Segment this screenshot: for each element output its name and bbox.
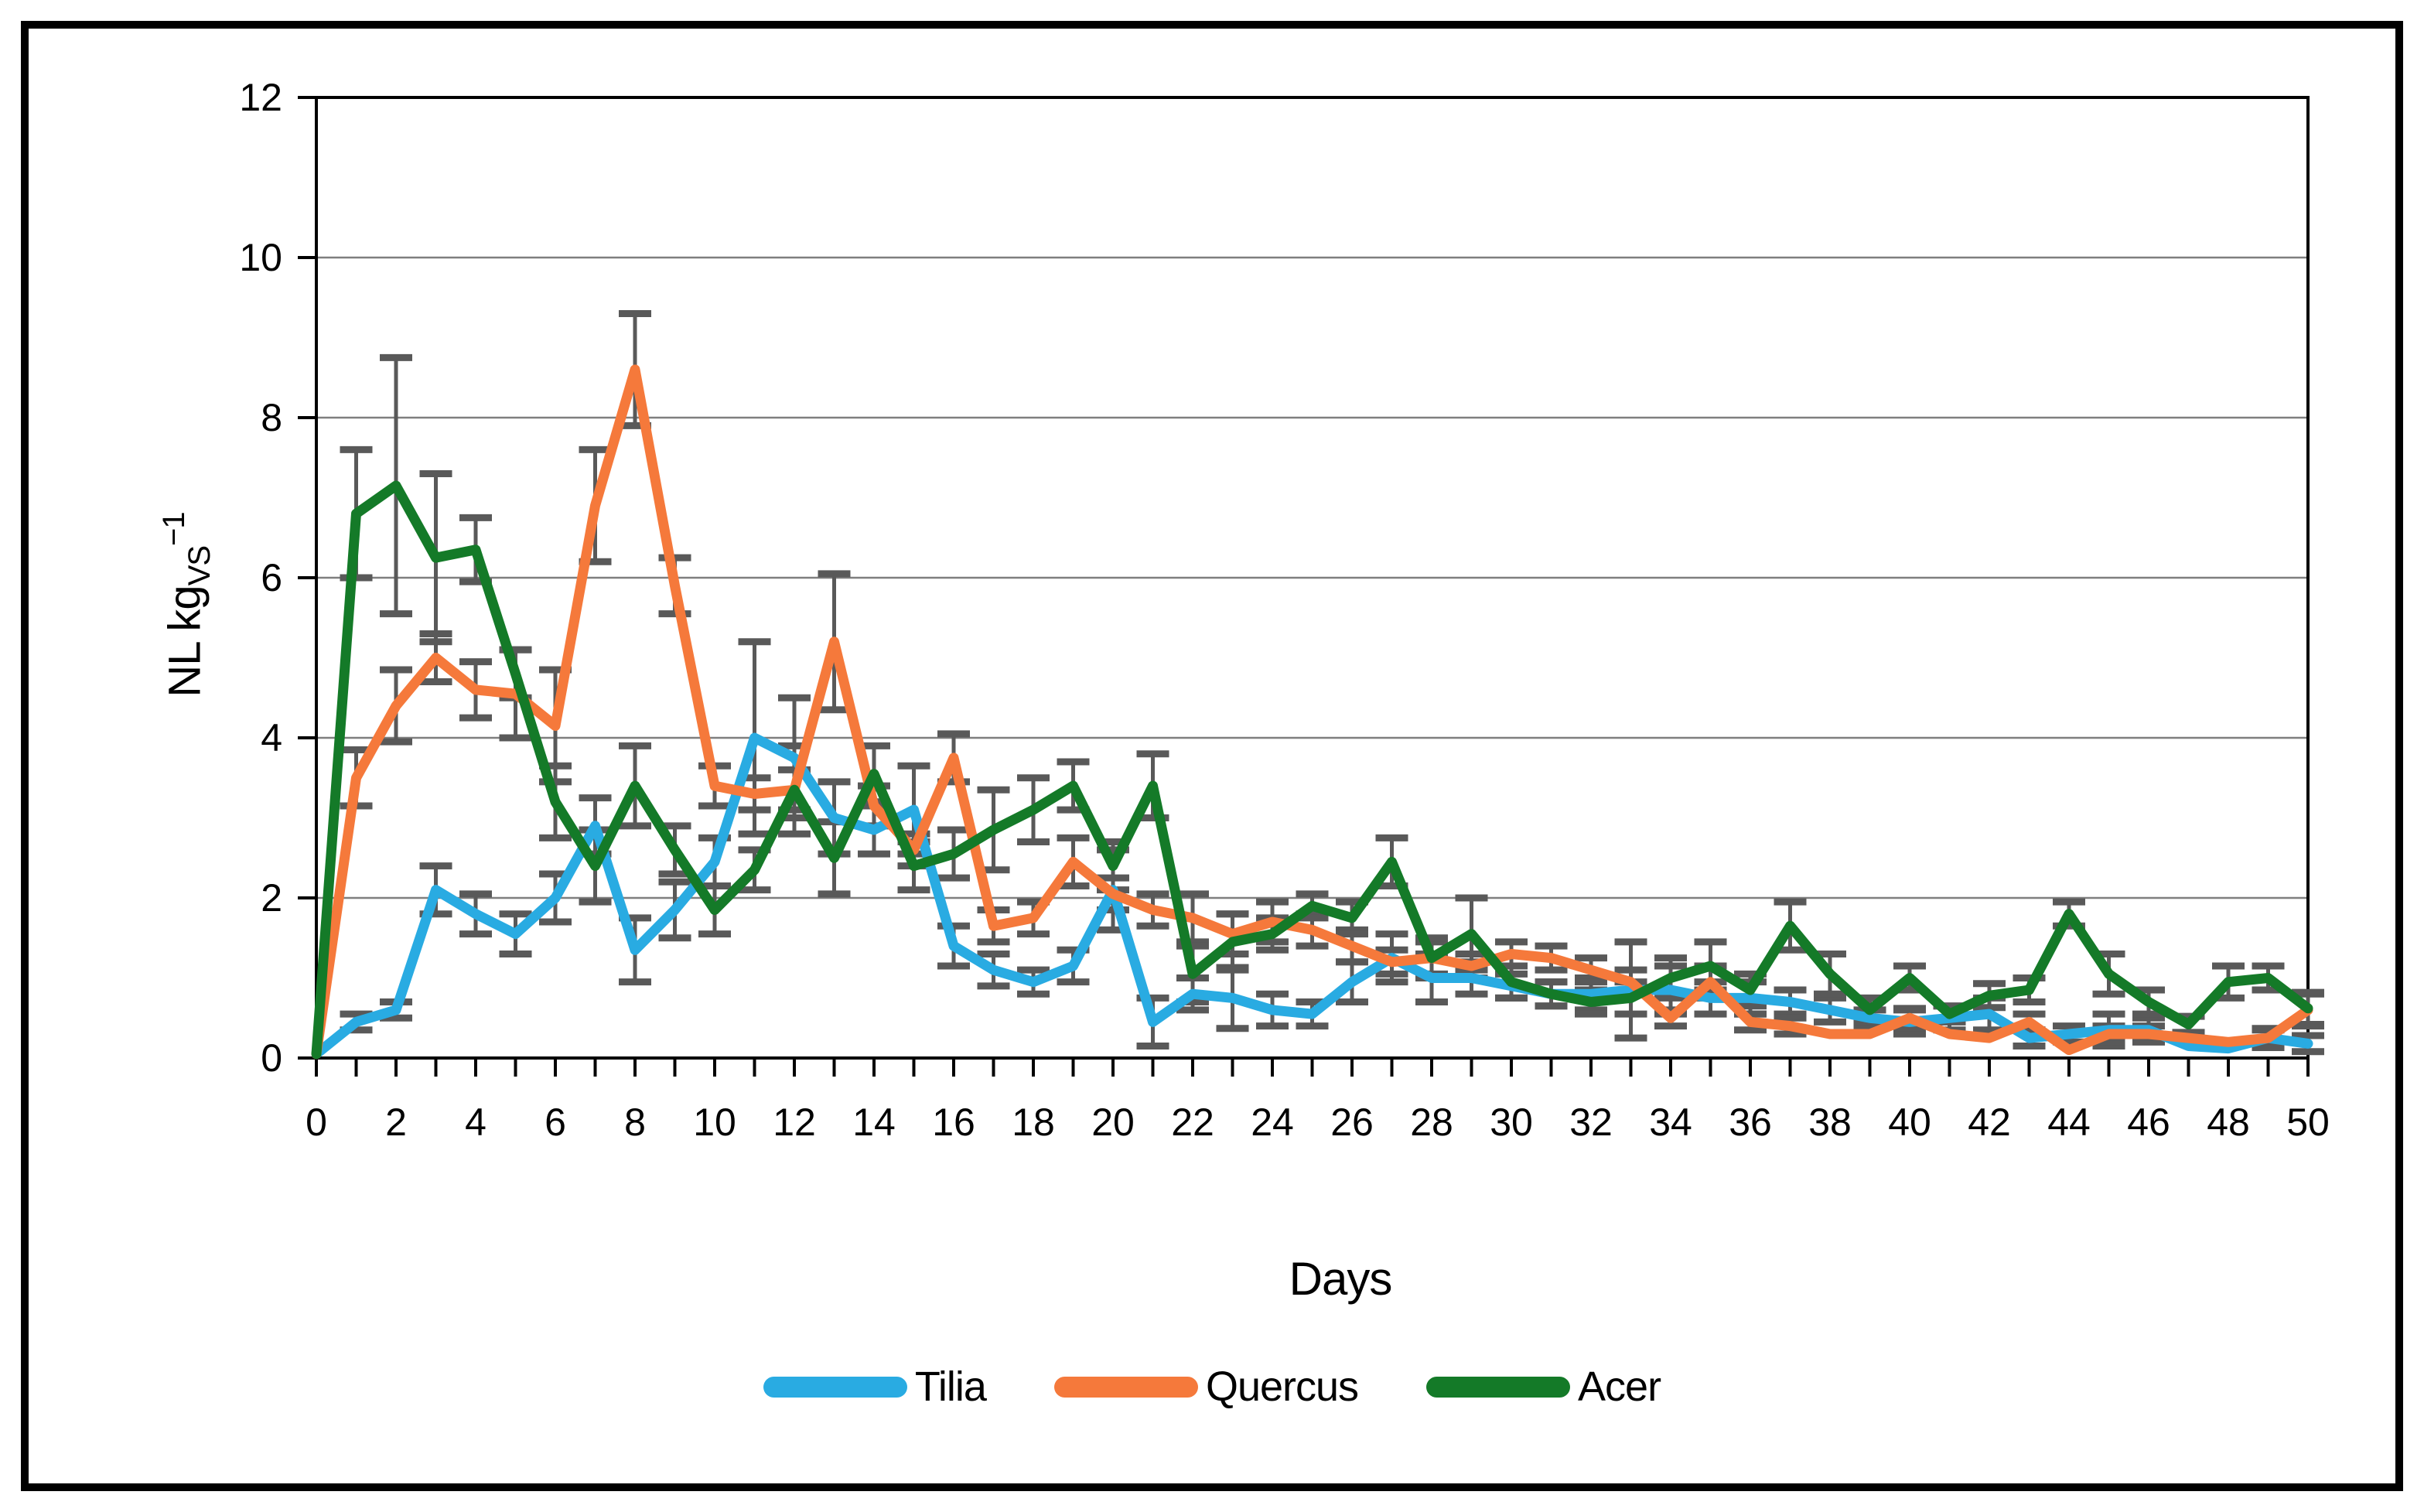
x-tick-label: 50	[2286, 1101, 2330, 1144]
x-axis-title: Days	[1289, 1253, 1393, 1305]
x-tick-label: 26	[1330, 1101, 1374, 1144]
x-tick-label: 6	[545, 1101, 566, 1144]
y-tick-label: 12	[239, 76, 282, 119]
x-tick-label: 0	[306, 1101, 327, 1144]
series-line-quercus	[311, 364, 2313, 1060]
acer-line-swatch	[1426, 1376, 1571, 1398]
y-tick-label: 6	[261, 556, 282, 599]
y-axis-title: NL kgVS−1	[157, 512, 217, 697]
x-tick-label: 28	[1410, 1101, 1453, 1144]
x-tick-label: 30	[1490, 1101, 1533, 1144]
x-tick-label: 16	[932, 1101, 975, 1144]
legend-label-acer: Acer	[1578, 1364, 1661, 1410]
x-tick-label: 42	[1968, 1101, 2011, 1144]
quercus-line-swatch	[1053, 1376, 1198, 1398]
x-tick-label: 4	[465, 1101, 487, 1144]
x-tick-label: 44	[2047, 1101, 2091, 1144]
x-tick-label: 14	[852, 1101, 896, 1144]
figure-frame: 0 2 4 6 8 10 12 0 2 4 6 8 10 12 14 16 18 20 22 24 26 28 30 32 34…	[21, 21, 2403, 1491]
tilia-line-swatch	[763, 1376, 907, 1398]
x-tick-label: 36	[1729, 1101, 1772, 1144]
legend-item-tilia: Tilia	[763, 1363, 987, 1411]
y-axis-title-superscript: −1	[157, 512, 192, 546]
y-axis-title-subscript: VS	[182, 545, 217, 586]
x-tick-label: 18	[1012, 1101, 1055, 1144]
x-tick-label: 34	[1649, 1101, 1692, 1144]
y-tick-label: 8	[261, 396, 282, 439]
x-tick-label: 20	[1091, 1101, 1135, 1144]
y-tick-label: 4	[261, 716, 282, 759]
x-tick-label: 32	[1569, 1101, 1613, 1144]
x-tick-label: 40	[1888, 1101, 1931, 1144]
x-tick-label: 38	[1808, 1101, 1852, 1144]
y-tick-label: 10	[239, 236, 282, 279]
y-tick-label: 2	[261, 876, 282, 920]
x-tick-label: 12	[773, 1101, 816, 1144]
x-tick-label: 48	[2207, 1101, 2250, 1144]
series-line-acer	[311, 480, 2313, 1060]
x-tick-label: 8	[624, 1101, 646, 1144]
x-tick-label: 24	[1251, 1101, 1294, 1144]
legend-item-quercus: Quercus	[1053, 1363, 1359, 1411]
x-tick-label: 22	[1171, 1101, 1214, 1144]
series-line-tilia	[311, 732, 2313, 1060]
chart-stage: 0 2 4 6 8 10 12 0 2 4 6 8 10 12 14 16 18 20 22 24 26 28 30 32 34…	[29, 29, 2395, 1483]
legend: Tilia Quercus Acer	[29, 1363, 2395, 1411]
x-tick-label: 46	[2127, 1101, 2170, 1144]
y-tick-label: 0	[261, 1036, 282, 1080]
y-axis-title-main: NL kg	[159, 585, 210, 698]
legend-label-tilia: Tilia	[914, 1364, 987, 1410]
legend-label-quercus: Quercus	[1205, 1364, 1359, 1410]
x-tick-label: 2	[385, 1101, 407, 1144]
x-tick-label: 10	[693, 1101, 736, 1144]
legend-item-acer: Acer	[1426, 1363, 1661, 1411]
